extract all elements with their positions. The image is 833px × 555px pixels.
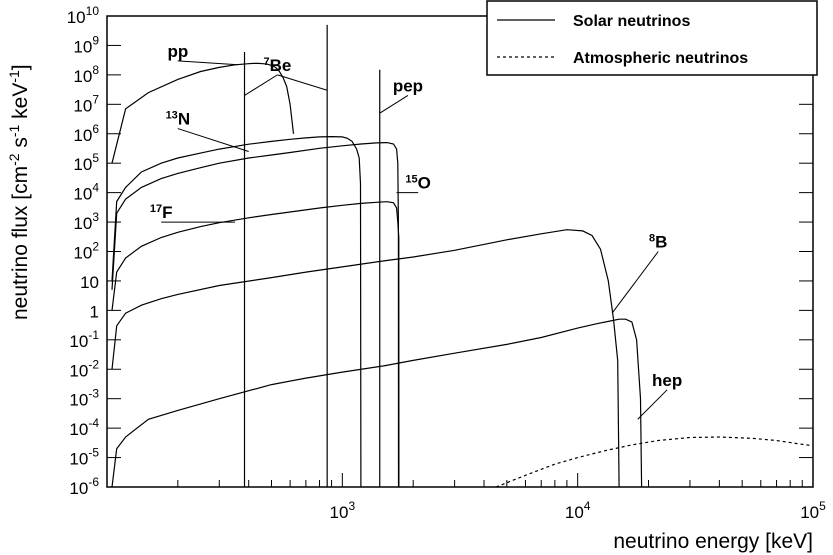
x-tick-label: 104 <box>565 499 591 522</box>
series-curve-13N <box>111 135 362 488</box>
y-tick-label: 10 <box>80 273 99 292</box>
annotation-label-8B: 8B <box>649 233 667 252</box>
annotation-leader <box>277 74 328 91</box>
annotation-label-pp: pp <box>167 42 188 61</box>
annotation-label-pep: pep <box>393 76 423 95</box>
y-tick-label: 106 <box>73 122 99 145</box>
legend: Solar neutrinos Atmospheric neutrinos <box>486 0 818 76</box>
plot-frame <box>106 15 814 488</box>
y-tick-label: 10-3 <box>69 387 99 410</box>
x-tick-label: 105 <box>800 499 826 522</box>
y-tick-label: 10-4 <box>69 416 99 439</box>
x-axis-title: neutrino energy [keV] <box>613 530 813 553</box>
legend-label-solar: Solar neutrinos <box>573 13 690 30</box>
annotation-leader <box>611 251 659 314</box>
plot-area-border <box>106 15 814 488</box>
annotation-label-hep: hep <box>652 371 682 390</box>
y-tick-label: 1 <box>90 302 99 321</box>
series-curve-15O <box>111 141 400 488</box>
annotation-leader <box>379 95 409 114</box>
y-tick-label: 102 <box>73 240 99 263</box>
annotation-leader <box>637 389 668 420</box>
y-tick-label: 10-6 <box>69 475 99 498</box>
y-axis-title: neutrino flux [cm-2 s-1 keV-1] <box>6 64 32 320</box>
annotation-label-7Be: 7Be <box>264 56 292 75</box>
x-tick-label: 103 <box>330 499 356 522</box>
series-curve-pp <box>111 62 295 164</box>
series-curve-17F <box>111 201 400 488</box>
legend-label-atmospheric: Atmospheric neutrinos <box>573 50 748 67</box>
annotation-leader <box>244 74 278 96</box>
y-tick-label: 104 <box>73 181 99 204</box>
y-tick-label: 1010 <box>67 4 100 27</box>
axis-ticks <box>106 15 814 488</box>
annotation-label-17F: 17F <box>150 203 173 222</box>
y-tick-label: 10-2 <box>69 357 99 380</box>
legend-box <box>486 0 818 76</box>
y-tick-label: 10-5 <box>69 446 99 469</box>
y-tick-label: 10-1 <box>69 328 99 351</box>
annotation-layer: pp 7Be pep 13N 15O 17F 8B hep <box>150 42 682 420</box>
x-tick-labels: 103 104 105 <box>330 499 827 522</box>
series-curve-Atmospheric neutrinos <box>495 436 814 488</box>
y-tick-label: 103 <box>73 210 99 233</box>
y-tick-label: 105 <box>73 151 99 174</box>
annotation-leader <box>177 128 249 152</box>
y-tick-labels: 10-6 10-5 10-4 10-3 10-2 10-1 1 10 102 103 104 105 1… <box>67 4 100 498</box>
annotation-label-13N: 13N <box>166 110 191 129</box>
y-tick-label: 109 <box>73 33 99 56</box>
y-tick-label: 107 <box>73 92 99 115</box>
annotation-leader <box>177 60 238 66</box>
series-layer <box>111 24 814 488</box>
y-tick-label: 108 <box>73 63 99 86</box>
annotation-label-15O: 15O <box>405 174 430 193</box>
series-curve-8B <box>111 229 620 488</box>
series-curve-hep <box>111 318 643 488</box>
